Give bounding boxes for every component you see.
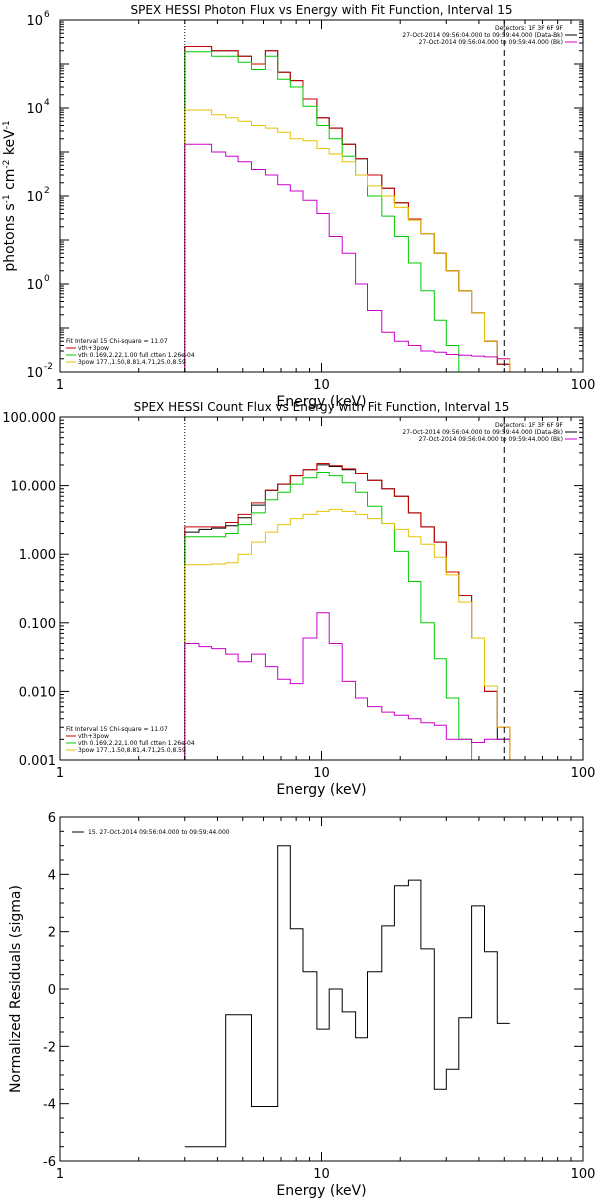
panel-3: 1 10 100 6 4 2 0 -2 -4 -6 Energy (keV) Normalized R… [8,811,595,1199]
legend-header: Fit Interval 15 Chi-square = 11.07 [66,726,168,733]
x-axis-label: Energy (keV) [276,782,366,798]
x-tick-label: 1 [56,378,64,393]
series-group [184,845,510,1148]
x-axis-label: Energy (keV) [276,394,366,410]
legend-entry-label: 15. 27-Oct-2014 09:56:04.000 to 09:59:44… [88,829,230,836]
series-bk [184,143,510,372]
y-tick-label: 4 [48,868,56,883]
plot-frame [59,816,584,1162]
y-tick-base: 10 [26,278,43,293]
legend-top-left: 15. 27-Oct-2014 09:56:04.000 to 09:59:44… [72,829,230,836]
y-tick-label: 100.000 [2,411,56,426]
y-tick-label: 0.100 [19,617,56,632]
series-data-bk [184,464,510,760]
series-vth [184,472,485,761]
y-tick-label: 2 [48,926,56,941]
x-tick-label: 100 [571,378,596,393]
y-tick-label: 10 6 [26,10,50,29]
legend-bottom-left: Fit Interval 15 Chi-square = 11.07vth+3p… [66,726,195,754]
x-tick-label: 1 [56,1167,64,1182]
x-tick-label: 10 [313,1167,330,1182]
legend-entry-label: vth 0.169,2.22,1.00 full ctten 1.26e-04 [78,740,195,747]
y-tick-base: 10 [26,366,43,381]
series-fit [184,463,525,761]
series-group [184,46,525,373]
y-axis-label: photons s-1 cm-2 keV-1 [2,120,18,271]
y-tick-base: 10 [26,14,43,29]
x-tick-label: 10 [313,766,330,781]
y-tick-label: -4 [43,1098,56,1113]
legend-entry-label: 27-Oct-2014 09:56:04.000 to 09:59:44.000… [402,32,563,39]
chart-title: SPEX HESSI Photon Flux vs Energy with Fi… [131,3,513,17]
legend-bottom-left: Fit Interval 15 Chi-square = 11.07vth+3p… [66,338,195,366]
y-tick-label: 10.000 [11,480,57,495]
series-data-bk [184,46,510,372]
y-tick-exponent: 2 [44,186,50,196]
y-tick-label: 0 [48,983,56,998]
chart-title: SPEX HESSI Count Flux vs Energy with Fit… [134,400,510,414]
y-tick-label: 0.010 [19,685,56,700]
y-tick-base: 10 [26,190,43,205]
legend-entry-label: 27-Oct-2014 09:56:04.000 to 09:59:44.000… [419,436,563,443]
x-tick-label: 10 [313,378,330,393]
series-group [184,463,525,761]
y-tick-label: 1.000 [19,548,56,563]
x-tick-label: 100 [571,1167,596,1182]
legend-entry-label: vth+3pow [78,733,109,740]
series-3pow [184,109,525,373]
legend-entry-label: 27-Oct-2014 09:56:04.000 to 09:59:44.000… [419,39,563,46]
legend-header: Detectors: 1F 3F 6F 9F [495,422,564,429]
legend-entry-label: vth 0.169,2.22,1.00 full ctten 1.26e-04 [78,352,195,359]
y-tick-label: -6 [43,1155,56,1170]
y-tick-label: 10 -2 [26,362,53,381]
y-tick-exponent: -2 [44,362,53,372]
panel-2: 1 10 100 100.000 10.000 1.000 0.100 0.010 0.001 S… [2,400,595,798]
x-axis-label: Energy (keV) [276,1183,366,1199]
series-bk [184,612,510,760]
y-tick-base: 10 [26,102,43,117]
y-tick-exponent: 0 [44,274,50,284]
series-vth [184,51,498,373]
y-tick-label: 10 0 [26,274,50,293]
y-tick-label: -2 [43,1040,56,1055]
legend-entry-label: 27-Oct-2014 09:56:04.000 to 09:59:44.000… [402,429,563,436]
series-3pow [184,508,525,761]
legend-entry-label: vth+3pow [78,345,109,352]
y-tick-label: 10 2 [26,186,49,205]
legend-entry-label: 3pow 177.,1.50,8.81,4.71,25.0,8.59 [78,359,186,366]
y-tick-label: 10 4 [26,98,50,117]
x-tick-label: 100 [571,766,596,781]
legend-header: Fit Interval 15 Chi-square = 11.07 [66,338,168,345]
y-tick-label: 0.001 [19,754,56,769]
series-fit [184,46,525,373]
y-tick-exponent: 4 [44,98,50,108]
legend-entry-label: 3pow 177.,1.50,8.81,4.71,25.0,8.59 [78,747,186,754]
y-tick-exponent: 6 [44,10,50,20]
y-tick-label: 6 [48,811,56,826]
legend-header: Detectors: 1F 3F 6F 9F [495,25,564,32]
y-axis-label: Normalized Residuals (sigma) [8,885,24,1093]
x-tick-label: 1 [56,766,64,781]
series-residuals [184,845,510,1148]
